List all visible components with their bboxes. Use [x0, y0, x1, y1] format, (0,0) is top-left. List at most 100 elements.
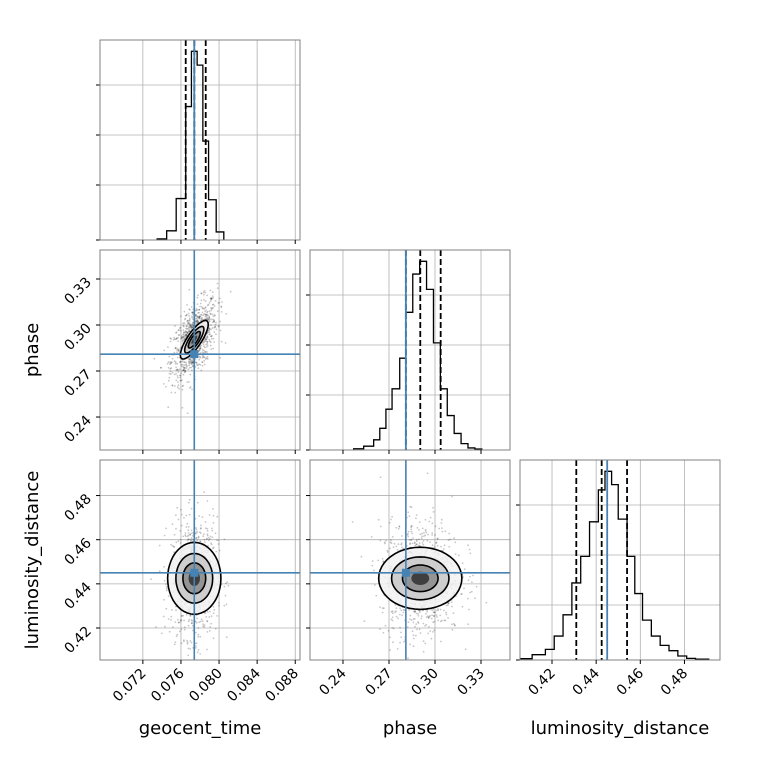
- scatter-point: [401, 614, 403, 617]
- scatter-point: [188, 364, 191, 367]
- scatter-point: [474, 597, 476, 600]
- scatter-point: [224, 594, 227, 597]
- scatter-point: [170, 373, 172, 375]
- scatter-point: [183, 628, 186, 631]
- scatter-point: [432, 511, 435, 513]
- scatter-point: [174, 347, 177, 350]
- scatter-point: [191, 316, 194, 319]
- scatter-point: [413, 618, 416, 620]
- scatter-point: [197, 536, 200, 539]
- scatter-point: [418, 628, 421, 631]
- scatter-point: [401, 535, 403, 537]
- scatter-point: [196, 362, 198, 364]
- scatter-point: [194, 317, 197, 320]
- scatter-point: [398, 525, 401, 527]
- scatter-point: [188, 538, 191, 541]
- scatter-point: [205, 616, 208, 618]
- scatter-point: [434, 611, 436, 614]
- scatter-point: [204, 300, 207, 302]
- scatter-point: [203, 533, 205, 536]
- scatter-point: [179, 379, 182, 382]
- scatter-point: [451, 495, 453, 498]
- scatter-point: [188, 330, 190, 333]
- scatter-point: [209, 297, 212, 300]
- scatter-point: [189, 325, 192, 328]
- scatter-point: [184, 317, 187, 320]
- scatter-point: [431, 544, 434, 547]
- y-tick-label: 0.33: [61, 275, 94, 308]
- scatter-point: [182, 333, 184, 336]
- scatter-point: [190, 361, 193, 364]
- panel-frame: [309, 459, 511, 661]
- scatter-point: [415, 623, 418, 625]
- truth-marker: [190, 568, 199, 577]
- scatter-point: [199, 345, 202, 348]
- scatter-point: [192, 365, 194, 368]
- scatter-point: [198, 315, 201, 318]
- scatter-point: [186, 320, 189, 322]
- scatter-point: [415, 540, 418, 542]
- scatter-point: [182, 335, 185, 338]
- scatter-point: [188, 308, 191, 310]
- scatter-point: [205, 338, 208, 340]
- scatter-point: [206, 355, 209, 358]
- histogram-luminosity-distance: [520, 470, 710, 660]
- scatter-point: [196, 320, 199, 323]
- scatter-point: [186, 332, 189, 334]
- scatter-point: [225, 636, 228, 639]
- scatter-point: [176, 368, 179, 371]
- scatter-point: [199, 527, 202, 530]
- scatter-point: [185, 367, 187, 370]
- scatter-point: [197, 294, 199, 297]
- scatter-point: [223, 604, 226, 607]
- scatter-point: [412, 537, 414, 539]
- scatter-point: [201, 307, 204, 310]
- scatter-point: [185, 366, 188, 368]
- scatter-point: [190, 325, 193, 327]
- scatter-point: [179, 542, 182, 544]
- scatter-point: [176, 349, 178, 351]
- scatter-point: [170, 367, 173, 369]
- scatter-point: [181, 365, 183, 368]
- scatter-point: [475, 585, 478, 588]
- scatter-point: [212, 605, 215, 608]
- scatter-point: [418, 529, 420, 531]
- scatter-point: [194, 320, 197, 322]
- scatter-point: [432, 608, 435, 611]
- scatter-point: [191, 365, 194, 367]
- scatter-point: [424, 625, 426, 627]
- scatter-point: [194, 313, 197, 316]
- scatter-point: [400, 542, 403, 545]
- scatter-point: [375, 594, 378, 597]
- scatter-point: [184, 370, 187, 373]
- scatter-point: [205, 350, 208, 353]
- scatter-point: [393, 542, 396, 545]
- scatter-point: [189, 614, 192, 617]
- scatter-point: [211, 529, 214, 532]
- scatter-point: [200, 618, 203, 621]
- scatter-point: [431, 609, 434, 612]
- scatter-point: [195, 537, 197, 540]
- scatter-point: [391, 619, 394, 622]
- scatter-point: [214, 300, 217, 302]
- scatter-point: [209, 538, 211, 540]
- scatter-point: [463, 587, 465, 590]
- scatter-point: [188, 366, 191, 369]
- scatter-point: [183, 626, 186, 629]
- scatter-point: [219, 356, 222, 359]
- scatter-point: [202, 356, 205, 359]
- scatter-point: [165, 589, 168, 592]
- scatter-point: [204, 541, 206, 543]
- scatter-point: [196, 539, 199, 542]
- scatter-point: [428, 625, 430, 628]
- scatter-point: [190, 362, 193, 365]
- scatter-point: [204, 351, 207, 353]
- scatter-point: [191, 361, 194, 363]
- scatter-point: [206, 528, 209, 530]
- scatter-point: [432, 621, 435, 624]
- scatter-point: [199, 540, 202, 543]
- scatter-point: [170, 543, 173, 546]
- scatter-point: [159, 367, 162, 369]
- scatter-point: [211, 334, 213, 337]
- scatter-point: [179, 326, 182, 329]
